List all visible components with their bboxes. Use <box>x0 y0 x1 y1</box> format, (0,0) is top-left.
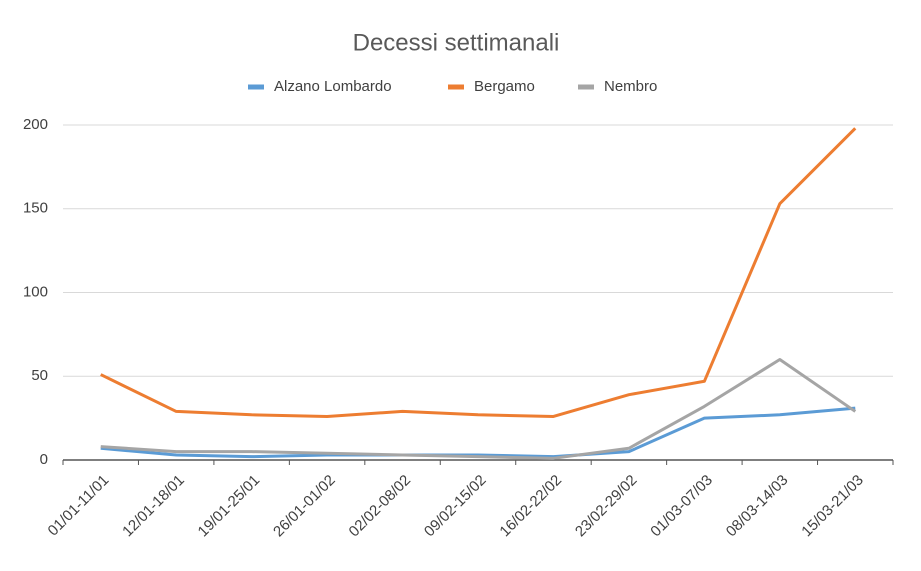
x-tick-label: 01/01-11/01 <box>45 472 113 540</box>
legend-label: Bergamo <box>474 78 535 95</box>
y-tick-label: 100 <box>23 283 48 300</box>
legend-label: Alzano Lombardo <box>274 78 392 95</box>
x-tick-label: 01/03-07/03 <box>647 472 716 541</box>
x-tick-label: 16/02-22/02 <box>496 472 565 541</box>
series-line <box>100 127 857 418</box>
y-tick-label: 50 <box>31 367 48 384</box>
x-tick-label: 26/01-01/02 <box>270 472 339 541</box>
x-tick-label: 19/01-25/01 <box>195 472 264 541</box>
y-tick-label: 200 <box>23 116 48 133</box>
series-line <box>100 406 856 459</box>
x-tick-label: 02/02-08/02 <box>346 472 415 541</box>
x-tick-label: 08/03-14/03 <box>723 472 792 541</box>
series-line <box>100 358 857 460</box>
x-tick-label: 09/02-15/02 <box>421 472 490 541</box>
y-tick-label: 0 <box>40 451 48 468</box>
chart-title: Decessi settimanali <box>353 29 560 56</box>
x-tick-label: 15/03-21/03 <box>798 472 867 541</box>
x-tick-label: 23/02-29/02 <box>572 472 641 541</box>
y-tick-label: 150 <box>23 200 48 217</box>
x-tick-label: 12/01-18/01 <box>119 472 188 541</box>
legend-label: Nembro <box>604 78 657 95</box>
